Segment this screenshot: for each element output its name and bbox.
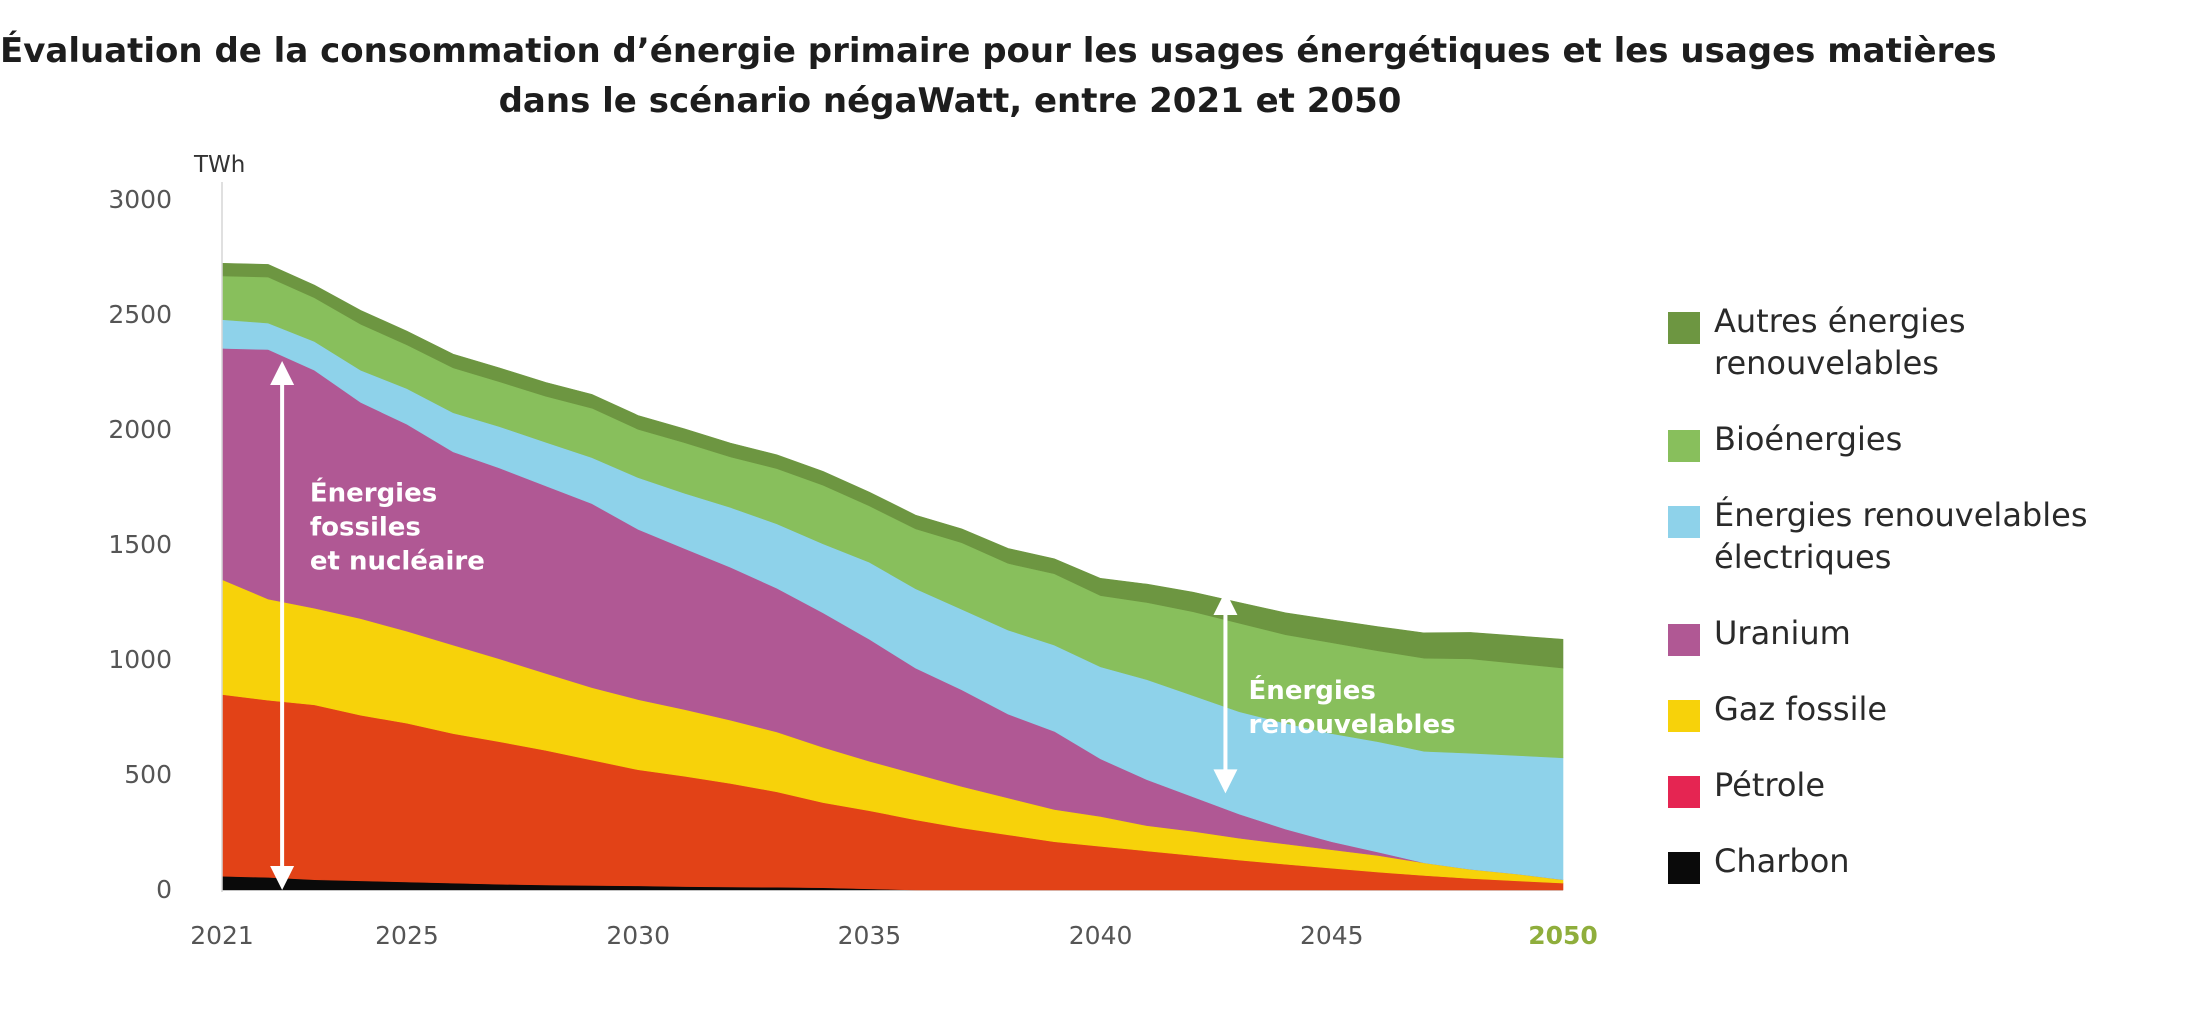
x-tick-label: 2045 [1300,921,1364,950]
legend-swatch [1668,852,1700,884]
area-autres-energies-renouvelables [221,262,1564,669]
legend-label: Pétrole [1714,766,1825,804]
legend-label: Bioénergies [1714,420,1903,458]
legend-swatch [1668,312,1700,344]
y-tick-label: 1000 [108,645,172,674]
stacked-area-chart: 0 500 1000 1500 2000 2500 3000 TWh 2021 2025 203… [108,152,1598,950]
legend-label: Charbon [1714,842,1850,880]
legend-item-gaz-fossile: Gaz fossile [1668,688,2188,748]
chart-title-block: Évaluation de la consommation d’énergie … [0,26,1997,126]
legend-label: Uranium [1714,614,1851,652]
x-tick-label: 2021 [190,921,254,950]
chart-title: Évaluation de la consommation d’énergie … [0,31,1997,71]
y-tick-label: 2000 [108,415,172,444]
annotation-arrowhead-down [1213,769,1238,794]
y-tick-label: 1500 [108,530,172,559]
x-axis: 2021 2025 2030 2035 2040 2045 2050 [190,921,1598,950]
y-tick-label: 3000 [108,185,172,214]
legend-item-bioenergies: Bioénergies [1668,418,2188,486]
x-tick-label: 2030 [606,921,670,950]
annotation-label: fossiles [310,512,421,542]
legend-swatch [1668,506,1700,538]
y-axis-unit-label: TWh [193,152,245,178]
y-tick-label: 0 [156,875,172,904]
annotation-label: renouvelables [1249,710,1456,740]
annotations-group: Énergies fossiles et nucléaire Énergies reno… [270,361,1456,890]
y-tick-label: 500 [124,760,172,789]
legend-item-charbon: Charbon [1668,840,2188,900]
legend-swatch [1668,430,1700,462]
legend: Autres énergies renouvelables Bioénergie… [1668,300,2188,900]
legend-item-renouvelables-electriques: Énergies renouvelables électriques [1668,494,2188,584]
area-series-group [221,262,1564,891]
legend-item-uranium: Uranium [1668,612,2188,672]
x-tick-label: 2035 [838,921,902,950]
legend-label: Autres énergies renouvelables [1714,302,1966,382]
annotation-arrowhead-up [1213,591,1238,615]
annotation-label: et nucléaire [310,546,485,576]
legend-item-autres-renouvelables: Autres énergies renouvelables [1668,300,2188,390]
legend-swatch [1668,700,1700,732]
y-axis: 0 500 1000 1500 2000 2500 3000 [108,182,223,904]
legend-label: Gaz fossile [1714,690,1888,728]
x-tick-label: 2025 [375,921,439,950]
legend-item-petrole: Pétrole [1668,764,2188,824]
legend-swatch [1668,776,1700,808]
x-tick-label: 2050 [1528,921,1598,950]
annotation-arrowhead-down [270,866,295,890]
annotation-label: Énergies [310,476,437,508]
legend-label: Énergies renouvelables électriques [1714,496,2088,576]
annotation-arrowhead-up [270,361,295,385]
x-tick-label: 2040 [1069,921,1133,950]
y-tick-label: 2500 [108,300,172,329]
chart-subtitle: dans le scénario négaWatt, entre 2021 et… [498,81,1402,121]
annotation-label: Énergies [1249,674,1376,706]
legend-swatch [1668,624,1700,656]
